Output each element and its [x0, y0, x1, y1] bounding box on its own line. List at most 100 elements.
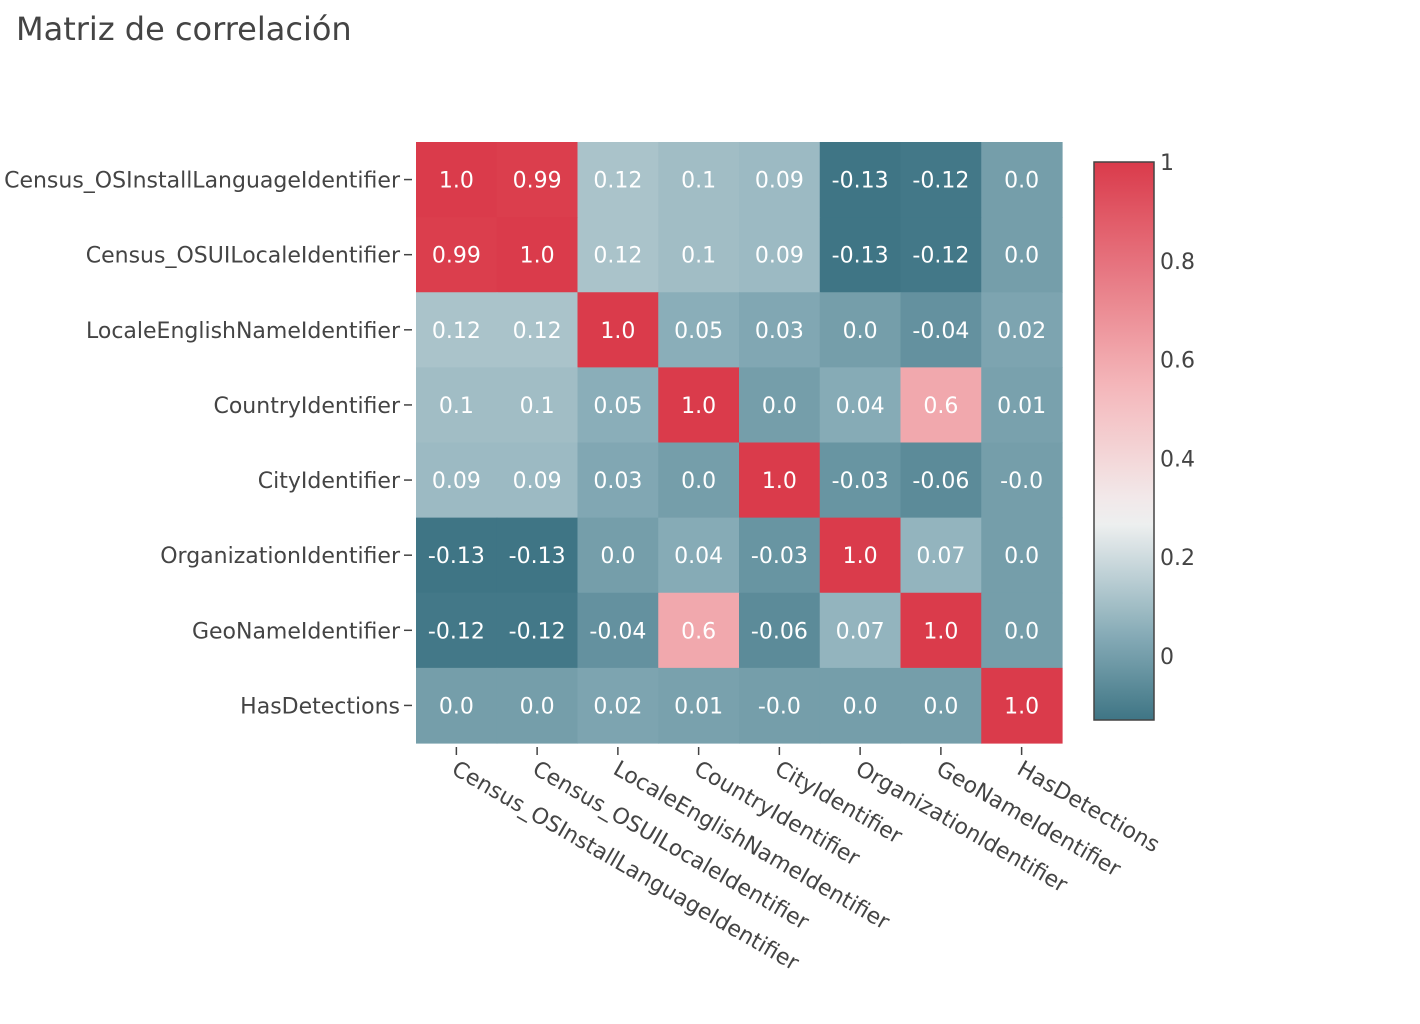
heatmap-cell — [416, 592, 498, 669]
heatmap-cell — [739, 667, 821, 744]
heatmap-cell — [739, 292, 821, 368]
heatmap-cell-label: 0.01 — [997, 394, 1046, 419]
heatmap-cell — [577, 517, 659, 594]
heatmap-cell-label: 0.0 — [762, 394, 797, 419]
heatmap-cell — [819, 367, 902, 444]
heatmap-cell-label: 0.09 — [513, 469, 562, 494]
heatmap-cell-label: 1.0 — [1004, 694, 1039, 719]
heatmap-cell — [739, 217, 821, 293]
heatmap-cell-label: 0.1 — [681, 169, 716, 194]
heatmap-cell-label: -0.12 — [509, 619, 566, 644]
heatmap-cell-label: 0.1 — [520, 394, 555, 419]
heatmap-cell — [416, 292, 498, 368]
heatmap-cell — [819, 592, 902, 669]
heatmap-cell-labels: 1.0 0.99 0.12 0.1 0.09 -0.13 -0.12 0.0 0.99 1.0 0.… — [428, 169, 1046, 720]
heatmap-cell-label: 0.0 — [600, 544, 635, 569]
heatmap-cell — [981, 217, 1063, 293]
heatmap-cell-label: 0.0 — [1004, 244, 1039, 269]
heatmap-cell — [981, 367, 1063, 444]
heatmap-cell-label: -0.03 — [832, 469, 889, 494]
heatmap-cell-label: -0.13 — [509, 544, 566, 569]
heatmap-cell — [577, 217, 659, 293]
heatmap-cell — [416, 367, 498, 444]
heatmap-cell-label: 0.05 — [674, 319, 723, 344]
heatmap-cell-label: -0.13 — [832, 169, 889, 194]
heatmap-cell-label: 1.0 — [923, 619, 958, 644]
heatmap-cell — [416, 142, 498, 218]
heatmap-cell-label: 1.0 — [520, 244, 555, 269]
heatmap-cell — [900, 367, 982, 444]
heatmap-cell — [416, 667, 498, 744]
heatmap-cell-label: 0.0 — [843, 319, 878, 344]
heatmap-cell-label: 0.05 — [593, 394, 642, 419]
heatmap-cell — [416, 217, 498, 293]
heatmap-cell-label: 1.0 — [762, 469, 797, 494]
y-tick-label: LocaleEnglishNameIdentifier — [86, 319, 401, 344]
heatmap-cell-label: 0.6 — [923, 394, 958, 419]
heatmap-cell-label: 1.0 — [600, 319, 635, 344]
heatmap-cell — [496, 367, 579, 444]
heatmap-cell — [658, 142, 740, 218]
heatmap-cell — [658, 367, 740, 444]
heatmap-cell-label: -0.13 — [428, 544, 485, 569]
heatmap-cell — [496, 592, 579, 669]
heatmap-cell-label: -0.04 — [589, 619, 646, 644]
heatmap-cell-label: 0.01 — [674, 694, 723, 719]
heatmap-cell-label: 0.1 — [439, 394, 474, 419]
heatmap-cell — [981, 517, 1063, 594]
heatmap-cell-label: -0.06 — [912, 469, 969, 494]
heatmap-cell — [900, 517, 982, 594]
heatmap-cell-label: 0.1 — [681, 244, 716, 269]
heatmap-cell-label: 0.03 — [755, 319, 804, 344]
heatmap-cell-label: -0.03 — [751, 544, 808, 569]
y-tick-label: CountryIdentifier — [213, 394, 400, 419]
heatmap-cell-label: 0.6 — [681, 619, 716, 644]
heatmap-cell — [819, 142, 902, 218]
heatmap-cell — [658, 442, 740, 519]
colorbar-tick-label: 0.8 — [1160, 250, 1195, 275]
heatmap-cell-label: 0.12 — [432, 319, 481, 344]
heatmap-cell — [496, 217, 579, 293]
heatmap-cell — [658, 517, 740, 594]
heatmap-cell — [981, 292, 1063, 368]
heatmap-cell — [819, 517, 902, 594]
heatmap-cell-label: 1.0 — [439, 169, 474, 194]
heatmap-cells — [416, 142, 1063, 744]
heatmap-cell — [739, 517, 821, 594]
heatmap-cell-label: -0.04 — [912, 319, 969, 344]
colorbar-tick-label: 0.6 — [1160, 349, 1195, 374]
chart-title: Matriz de correlación — [16, 10, 352, 48]
colorbar-tick-label: 0.2 — [1160, 546, 1195, 571]
heatmap-cell-label: 0.0 — [1004, 169, 1039, 194]
heatmap-cell-label: -0.12 — [912, 244, 969, 269]
heatmap-cell-label: 0.04 — [836, 394, 885, 419]
heatmap-cell-label: 0.02 — [593, 694, 642, 719]
heatmap-cell-label: 0.0 — [1004, 544, 1039, 569]
heatmap-cell-label: 0.0 — [923, 694, 958, 719]
heatmap-cell — [819, 442, 902, 519]
heatmap-cell — [739, 442, 821, 519]
heatmap-cell — [739, 592, 821, 669]
heatmap-cell — [658, 592, 740, 669]
heatmap-cell-label: 0.0 — [439, 694, 474, 719]
heatmap-cell — [577, 367, 659, 444]
heatmap-cell — [981, 667, 1063, 744]
heatmap-cell-label: 0.09 — [432, 469, 481, 494]
heatmap-cell — [577, 592, 659, 669]
heatmap-cell-label: 1.0 — [843, 544, 878, 569]
heatmap-cell — [819, 292, 902, 368]
heatmap-cell-label: -0.12 — [912, 169, 969, 194]
heatmap-cell — [739, 142, 821, 218]
heatmap-cell-label: 0.02 — [997, 319, 1046, 344]
colorbar: 0 0.2 0.4 0.6 0.8 1 — [1093, 151, 1195, 721]
heatmap-cell — [658, 667, 740, 744]
heatmap-cell — [416, 517, 498, 594]
colorbar-tick-label: 1 — [1160, 151, 1174, 176]
heatmap-cell — [981, 592, 1063, 669]
heatmap-cell — [577, 292, 659, 368]
heatmap-cell — [577, 142, 659, 218]
heatmap-cell — [981, 442, 1063, 519]
heatmap-cell-label: 0.03 — [593, 469, 642, 494]
heatmap-cell — [496, 517, 579, 594]
heatmap-cell — [658, 217, 740, 293]
